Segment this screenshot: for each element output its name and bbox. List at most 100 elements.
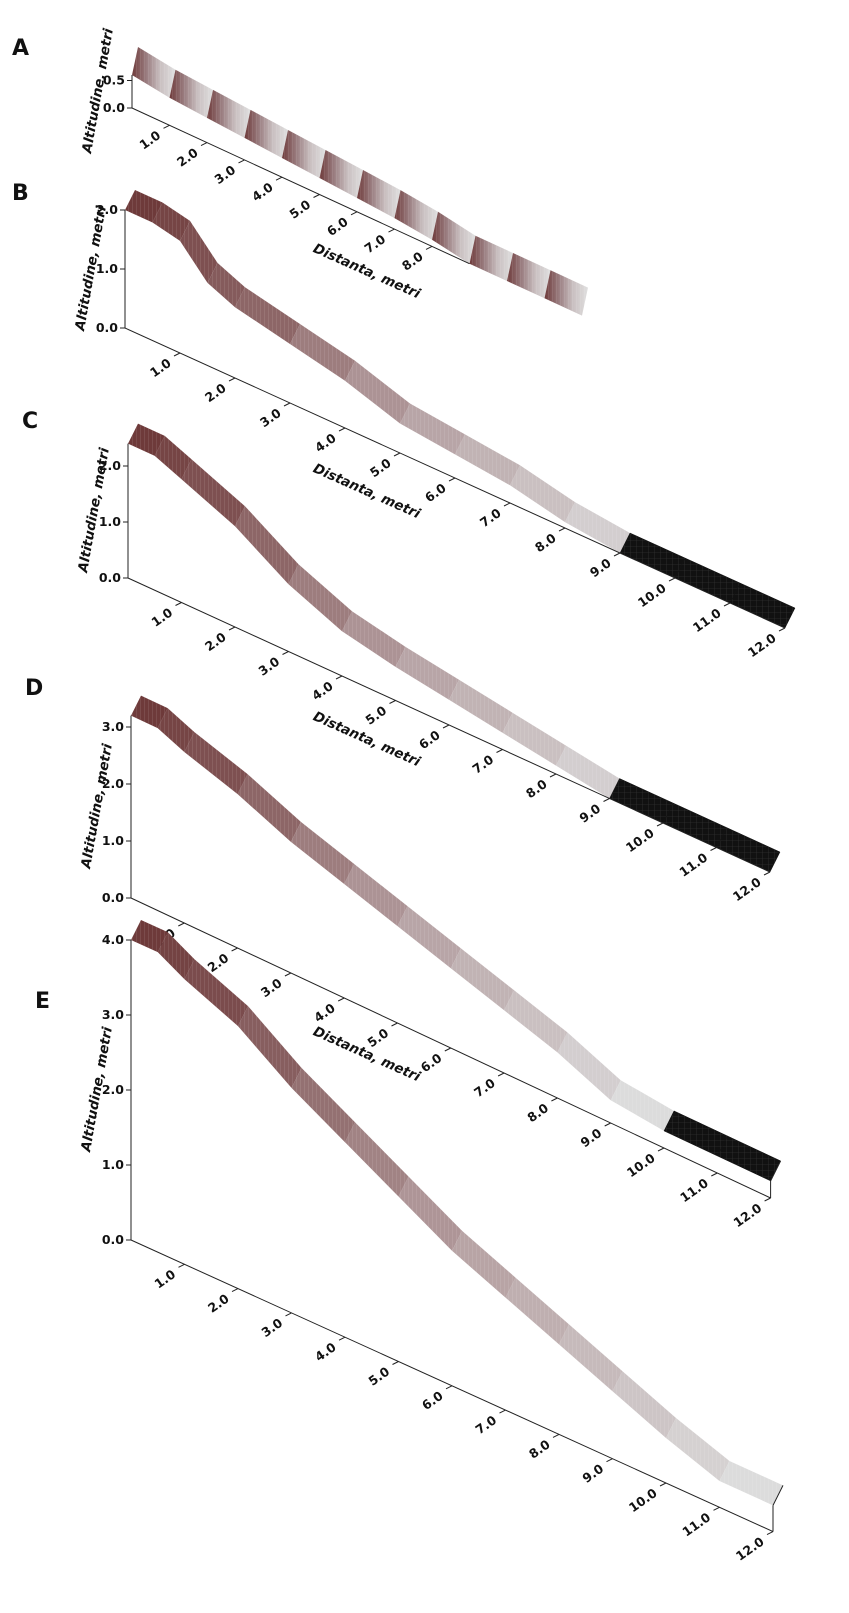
x-tick [238, 159, 245, 164]
x-axis-title: Distanta, metri [311, 1024, 423, 1086]
y-tick-label: 1.0 [102, 833, 124, 848]
x-tick-label: 1.0 [151, 1266, 178, 1291]
surface-mesh [398, 1176, 462, 1251]
surface-mesh [180, 220, 218, 283]
x-tick [163, 124, 170, 129]
y-tick-label: 1.0 [96, 261, 118, 276]
surface-mesh [397, 906, 461, 969]
surface-mesh [169, 69, 213, 118]
x-tick [313, 194, 320, 198]
surface-mesh [357, 170, 401, 219]
x-tick-label: 3.0 [258, 1315, 285, 1340]
x-tick-label: 4.0 [312, 430, 339, 455]
x-tick [778, 627, 786, 632]
x-tick-label: 6.0 [422, 480, 449, 505]
x-tick [231, 1288, 239, 1293]
surface-mesh [238, 1006, 302, 1088]
surface-mesh [455, 434, 520, 486]
x-tick [448, 477, 456, 482]
y-tick-label: 3.0 [102, 1007, 124, 1022]
surface-mesh [452, 1230, 516, 1298]
x-tick-label: 11.0 [677, 1175, 711, 1205]
x-tick-label: 12.0 [745, 630, 779, 660]
x-tick [282, 651, 289, 655]
x-tick [603, 798, 610, 802]
x-tick-label: 9.0 [578, 1125, 605, 1150]
x-tick-label: 8.0 [526, 1436, 553, 1461]
x-tick [283, 402, 291, 407]
surface-mesh [344, 864, 408, 927]
panel-a: 0.0 0.5 1.0 2.0 3.0 4.0 5.0 6.0 7.0 8.0 Altitudine… [79, 27, 588, 316]
x-tick [657, 1147, 665, 1152]
x-tick-label: 2.0 [202, 629, 229, 654]
x-tick [659, 1482, 667, 1487]
x-tick [445, 1385, 453, 1390]
x-tick-label: 6.0 [419, 1388, 446, 1413]
x-tick [178, 1263, 185, 1268]
x-tick [285, 1312, 292, 1317]
x-tick-label: 11.0 [676, 849, 710, 879]
x-tick [668, 577, 676, 582]
surface-mesh [290, 821, 355, 884]
surface-mesh [184, 959, 248, 1027]
x-tick [175, 602, 182, 606]
surface-mesh [319, 150, 363, 199]
surface-mesh [131, 695, 168, 729]
x-tick [549, 773, 557, 778]
y-tick-label: 0.0 [99, 570, 121, 585]
surface-mesh [157, 708, 195, 752]
x-tick [338, 1336, 346, 1341]
x-tick-label: 9.0 [579, 1461, 606, 1486]
x-tick [723, 602, 731, 607]
x-tick-label: 2.0 [174, 145, 201, 170]
x-tick-label: 6.0 [324, 214, 351, 239]
x-tick [551, 1097, 558, 1102]
x-tick-label: 4.0 [249, 179, 276, 204]
x-tick [558, 527, 566, 532]
surface-mesh [469, 235, 513, 281]
x-tick-label: 5.0 [286, 197, 313, 222]
x-tick-label: 10.0 [623, 825, 657, 855]
x-tick-label: 3.0 [211, 162, 238, 187]
surface-mesh [244, 109, 288, 158]
x-tick-label: 8.0 [523, 776, 550, 801]
x-tick-label: 7.0 [469, 752, 496, 777]
panel-d: 0.0 1.0 2.0 3.0 1.0 2.0 3.0 4.0 5.0 6.0 7.0 8.0 9.0 1… [78, 695, 782, 1230]
panels-group: 0.0 0.5 1.0 2.0 3.0 4.0 5.0 6.0 7.0 8.0 Altitudine… [72, 27, 796, 1564]
x-tick-label: 11.0 [679, 1509, 713, 1539]
surface-mesh [184, 732, 248, 795]
x-tick [711, 1172, 718, 1177]
x-tick [713, 1506, 720, 1511]
x-tick [604, 1122, 611, 1127]
x-tick-label: 3.0 [258, 975, 285, 1000]
x-tick [388, 228, 395, 233]
surface-mesh [128, 423, 165, 456]
x-axis-title: Distanta, metri [311, 461, 423, 523]
x-tick [173, 352, 181, 357]
x-tick-label: 10.0 [635, 580, 669, 610]
surface-mesh [610, 1080, 674, 1131]
x-tick [764, 1197, 771, 1202]
surface-segment [716, 827, 781, 873]
surface-mesh [345, 360, 410, 424]
x-tick-label: 11.0 [690, 605, 724, 635]
panel-letter-d: D [25, 676, 43, 701]
surface-mesh [288, 564, 352, 632]
x-tick-label: 12.0 [730, 1200, 764, 1230]
y-tick-label: 0.0 [102, 1232, 124, 1247]
surface-mesh [507, 253, 551, 299]
surface-mesh [450, 948, 515, 1011]
surface-mesh [154, 435, 192, 480]
x-tick-label: 1.0 [136, 127, 163, 152]
x-tick-label: 1.0 [148, 605, 175, 630]
y-tick-label: 4.0 [102, 932, 124, 947]
surface-segment [663, 1110, 728, 1157]
surface-mesh [666, 1418, 730, 1482]
surface-mesh [719, 1461, 783, 1506]
surface-mesh [559, 1324, 623, 1392]
surface-segment [662, 802, 727, 848]
x-tick-label: 12.0 [730, 874, 764, 904]
surface-segment [674, 557, 741, 604]
right-top-edge-line [770, 1160, 782, 1182]
y-tick-label: 2.0 [96, 202, 118, 217]
